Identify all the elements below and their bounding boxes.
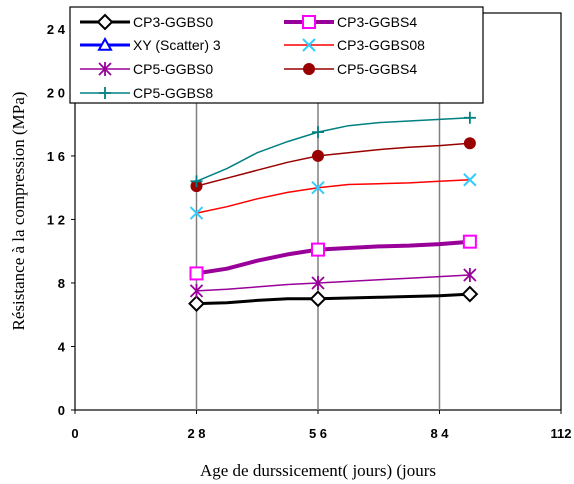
data-point-cp3-ggbs0 (188, 295, 205, 313)
data-point-cp5-ggbs4 (463, 137, 476, 150)
series-line-cp5-ggbs0 (196, 274, 470, 292)
series-cp3-ggbs4 (189, 234, 477, 281)
data-point-cp5-ggbs0 (463, 268, 477, 283)
legend-swatch-marker (98, 62, 112, 76)
legend-box (69, 6, 484, 104)
legend-label: CP5-GGBS0 (133, 61, 213, 77)
legend-item-cp5-ggbs8: CP5-GGBS8 (80, 85, 213, 101)
x-tick-label: 112 (551, 426, 572, 441)
data-point-cp5-ggbs8 (190, 175, 203, 188)
data-point-cp5-ggbs4 (312, 149, 324, 162)
x-axis-title: Age de durssicement( jours) (jours (200, 461, 436, 480)
series-line-cp3-ggbs0 (196, 292, 470, 306)
data-point-cp3-ggbs4 (311, 242, 325, 257)
series-cp5-ggbs0 (189, 268, 477, 298)
legend-item-cp3-ggbs4: CP3-GGBS4 (284, 14, 417, 30)
legend-label: CP5-GGBS4 (337, 61, 417, 77)
data-point-cp3-ggbs4 (189, 266, 204, 281)
y-tick-label: 8 (58, 276, 65, 291)
y-tick-label: 4 (58, 339, 66, 354)
y-tick-label: 0 (58, 403, 65, 418)
legend-item-cp3-ggbs08: CP3-GGBS08 (284, 37, 425, 53)
legend-swatch-marker (302, 15, 316, 29)
legend-swatch-marker (302, 38, 316, 52)
series-cp3-ggbs0 (188, 285, 479, 313)
legend-label: XY (Scatter) 3 (133, 37, 221, 53)
legend-item-cp5-ggbs4: CP5-GGBS4 (284, 61, 417, 77)
x-tick-label: 0 (71, 426, 78, 441)
data-point-cp3-ggbs08 (311, 180, 325, 195)
data-point-cp5-ggbs0 (311, 275, 325, 290)
legend-label: CP3-GGBS08 (337, 37, 425, 53)
data-point-cp3-ggbs0 (309, 290, 327, 308)
legend-item-xy-scatter-3: XY (Scatter) 3 (80, 36, 221, 53)
legend: CP3-GGBS0 CP3-GGBS4 XY (Scatter) 3 CP3-GGBS… (69, 6, 484, 104)
x-tick-label: 2 8 (187, 426, 205, 441)
legend-item-cp3-ggbs0: CP3-GGBS0 (80, 13, 213, 31)
data-point-cp3-ggbs08 (189, 206, 204, 220)
legend-label: CP3-GGBS0 (133, 14, 213, 30)
data-point-cp3-ggbs08 (463, 173, 477, 187)
series-cp5-ggbs8 (190, 111, 476, 188)
series-line-cp3-ggbs08 (196, 178, 470, 214)
legend-swatch-marker (97, 36, 113, 51)
series-layer (188, 111, 479, 313)
data-point-cp5-ggbs8 (463, 111, 476, 124)
legend-swatch-marker (96, 13, 114, 31)
data-point-cp3-ggbs0 (461, 285, 479, 303)
series-line-cp5-ggbs8 (196, 117, 470, 182)
series-line-cp3-ggbs4 (196, 239, 471, 276)
data-point-cp5-ggbs0 (189, 283, 204, 298)
data-point-cp5-ggbs8 (312, 126, 324, 139)
legend-swatch-marker (99, 87, 111, 99)
y-tick-label: 1 2 (47, 212, 65, 227)
legend-label: CP3-GGBS4 (337, 14, 417, 30)
y-axis-title: Résistance à la compression (MPa) (9, 92, 28, 331)
legend-item-cp5-ggbs0: CP5-GGBS0 (80, 61, 213, 77)
y-tick-label: 2 4 (47, 22, 66, 37)
x-tick-label: 8 4 (430, 426, 449, 441)
legend-swatch-marker (303, 63, 315, 75)
y-tick-label: 2 0 (47, 85, 65, 100)
data-point-cp3-ggbs4 (462, 234, 477, 249)
series-cp3-ggbs08 (189, 173, 477, 220)
y-tick-label: 1 6 (47, 149, 65, 164)
series-line-cp5-ggbs4 (196, 142, 470, 187)
x-tick-label: 5 6 (309, 426, 327, 441)
legend-label: CP5-GGBS8 (133, 85, 213, 101)
